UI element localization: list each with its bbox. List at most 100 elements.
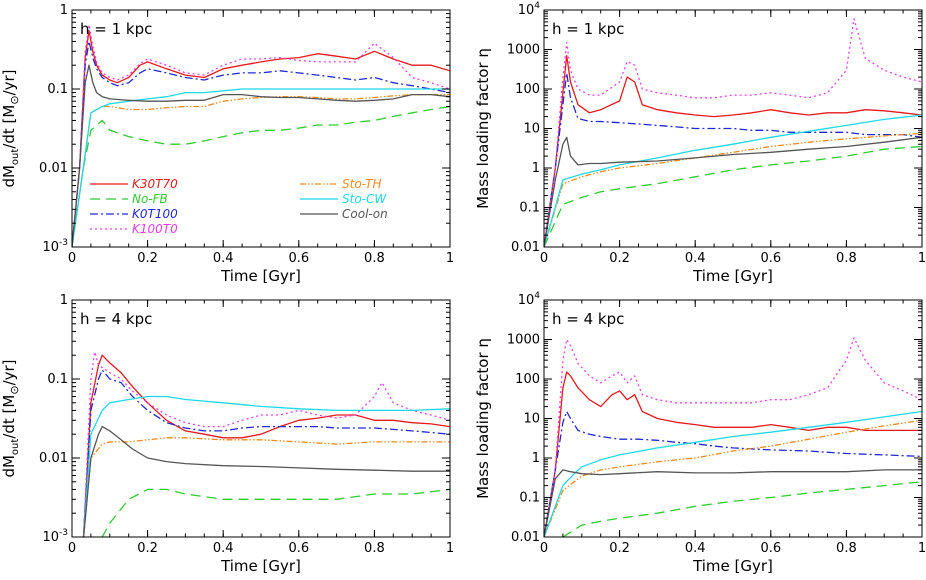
series-line-k30t70 [72, 29, 450, 247]
series-line-k0t100 [82, 369, 450, 537]
series-line-no-fb [562, 481, 922, 537]
y-tick-label: 0.01 [39, 161, 68, 176]
series-line-cool-on [544, 136, 922, 247]
y-tick-label: 0.1 [519, 491, 540, 506]
x-tick-label: 1 [918, 251, 926, 266]
x-tick-label: 1 [918, 541, 926, 556]
x-tick-label: 0.8 [836, 251, 857, 266]
panel-3: 0 0.2 0.4 0.6 0.8 1 10-3 0.01 0.1 1 h = 4 kpc Time … [0, 293, 454, 575]
legend-label-k30t70: K30T70 [132, 177, 178, 191]
plot-frame [543, 299, 923, 538]
panel-label: h = 1 kpc [80, 20, 152, 38]
y-tick-label: 1 [60, 3, 68, 18]
y-axis-title: dMout/dt [M⊙/yr] [0, 359, 21, 477]
series-group [544, 18, 922, 247]
legend-label-sto-cw: Sto-CW [342, 192, 387, 206]
panel-1: 0 0.2 0.4 0.6 0.8 1 10-3 0.01 0.1 1 h = 1 kpc Time … [0, 3, 454, 285]
x-tick-label: 0.4 [685, 541, 706, 556]
x-axis-title: Time [Gyr] [220, 557, 301, 575]
series-line-k100t0 [72, 24, 450, 247]
plot-frame [543, 9, 923, 248]
y-tick-label: 0.1 [519, 201, 540, 216]
series-line-cool-on [72, 64, 450, 247]
series-line-no-fb [101, 488, 450, 537]
y-tick-label: 104 [518, 1, 541, 18]
legend-label-cool-on: Cool-on [342, 207, 388, 221]
panel-label: h = 1 kpc [552, 20, 624, 38]
y-tick-label: 0.01 [511, 240, 540, 255]
y-tick-label: 10 [523, 412, 540, 427]
x-tick-label: 0.8 [836, 541, 857, 556]
x-tick-label: 0 [540, 251, 548, 266]
plot-frame [71, 299, 451, 538]
y-tick-label: 100 [515, 372, 540, 387]
y-tick-label: 1 [532, 451, 540, 466]
x-tick-label: 0.2 [609, 541, 630, 556]
x-axis-title: Time [Gyr] [692, 557, 773, 575]
x-tick-label: 0 [540, 541, 548, 556]
y-tick-label: 1000 [507, 333, 540, 348]
series-group [72, 24, 450, 247]
y-tick-label: 104 [518, 291, 541, 308]
series-line-k0t100 [544, 410, 922, 537]
x-tick-label: 0.2 [137, 251, 158, 266]
y-tick-label: 0.1 [47, 82, 68, 97]
y-tick-label: 0.01 [511, 530, 540, 545]
x-tick-label: 1 [446, 541, 454, 556]
x-tick-label: 0.6 [760, 251, 781, 266]
series-group [544, 337, 922, 537]
x-axis-title: Time [Gyr] [692, 267, 773, 285]
x-tick-label: 1 [446, 251, 454, 266]
x-tick-label: 0.4 [685, 251, 706, 266]
series-line-k30t70 [82, 354, 450, 537]
series-line-k100t0 [544, 337, 922, 537]
x-tick-label: 0.4 [213, 251, 234, 266]
x-tick-label: 0.2 [609, 251, 630, 266]
panel-4: 0 0.2 0.4 0.6 0.8 1 0.01 0.1 1 10 100 1000 104 h = 4 … [474, 291, 926, 575]
y-tick-label: 0.1 [47, 372, 68, 387]
legend-label-sto-th: Sto-TH [342, 177, 381, 191]
legend-label-k0t100: K0T100 [132, 207, 178, 221]
y-axis-title: dMout/dt [M⊙/yr] [0, 69, 21, 187]
series-line-sto-cw [544, 114, 922, 247]
y-tick-label: 100 [515, 82, 540, 97]
series-line-k30t70 [544, 54, 922, 247]
x-tick-label: 0.6 [760, 541, 781, 556]
panel-label: h = 4 kpc [552, 310, 624, 328]
series-group [82, 351, 450, 537]
series-line-no-fb [544, 145, 922, 247]
series-line-k100t0 [82, 351, 450, 537]
x-tick-label: 0.8 [364, 541, 385, 556]
series-line-sto-th [544, 132, 922, 247]
y-tick-label: 1 [60, 293, 68, 308]
series-line-cool-on [82, 425, 450, 537]
series-line-k30t70 [544, 371, 922, 537]
series-line-sto-th [544, 419, 922, 537]
y-tick-label: 0.01 [39, 451, 68, 466]
series-line-k0t100 [544, 72, 922, 247]
x-axis-title: Time [Gyr] [220, 267, 301, 285]
panel-label: h = 4 kpc [80, 310, 152, 328]
series-line-k100t0 [544, 18, 922, 247]
x-tick-label: 0.8 [364, 251, 385, 266]
y-tick-label: 10-3 [42, 238, 68, 255]
y-axis-title: Mass loading factor η [474, 338, 492, 499]
y-tick-label: 1000 [507, 43, 540, 58]
x-tick-label: 0.6 [288, 251, 309, 266]
series-line-sto-cw [82, 395, 450, 537]
x-tick-label: 0.2 [137, 541, 158, 556]
plot-frame [71, 9, 451, 248]
legend-label-k100t0: K100T0 [132, 222, 178, 236]
y-tick-label: 10-3 [42, 528, 68, 545]
y-tick-label: 10 [523, 122, 540, 137]
series-line-k0t100 [72, 40, 450, 247]
series-line-sto-th [72, 93, 450, 247]
legend-label-no-fb: No-FB [132, 192, 168, 206]
series-line-no-fb [72, 105, 450, 247]
x-tick-label: 0 [68, 541, 76, 556]
x-tick-label: 0.4 [213, 541, 234, 556]
panel-2: 0 0.2 0.4 0.6 0.8 1 0.01 0.1 1 10 100 1000 104 h = 1 … [474, 1, 926, 285]
series-line-cool-on [544, 469, 922, 537]
